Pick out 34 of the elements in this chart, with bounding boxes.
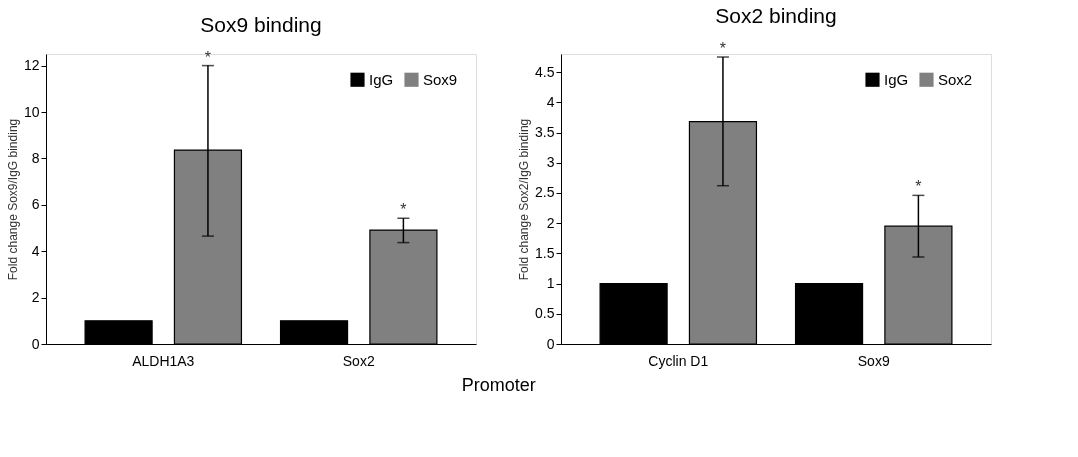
y-tick-label: 0 bbox=[546, 335, 555, 352]
legend-label: IgG bbox=[369, 70, 394, 88]
y-tick-label: 8 bbox=[31, 149, 40, 166]
y-tick-label: 3.5 bbox=[535, 124, 555, 141]
chart-title: Sox2 binding bbox=[715, 4, 837, 28]
legend-label: Sox9 bbox=[423, 70, 458, 88]
x-tick-label: Cyclin D1 bbox=[648, 352, 709, 369]
x-tick-label: ALDH1A3 bbox=[132, 352, 195, 369]
y-tick-label: 0.5 bbox=[535, 305, 555, 322]
annotation: * bbox=[915, 178, 922, 196]
x-tick-label: Sox2 bbox=[342, 352, 375, 369]
y-tick-label: 3 bbox=[546, 154, 555, 171]
y-tick-label: 2.5 bbox=[535, 184, 555, 201]
annotation: * bbox=[400, 201, 407, 219]
y-tick-label: 12 bbox=[23, 57, 40, 74]
x-axis-title: Promoter bbox=[461, 374, 536, 395]
y-tick-label: 4 bbox=[31, 242, 40, 259]
y-axis-title: Fold change Sox2/IgG binding bbox=[517, 118, 532, 281]
y-tick-label: 4 bbox=[546, 93, 555, 110]
y-tick-label: 1.5 bbox=[535, 244, 555, 261]
y-tick-label: 6 bbox=[31, 196, 40, 213]
legend-label: IgG bbox=[884, 70, 909, 88]
y-tick-label: 1 bbox=[546, 275, 555, 292]
y-tick-label: 2 bbox=[31, 289, 40, 306]
y-tick-label: 0 bbox=[31, 335, 40, 352]
x-tick-label: Sox9 bbox=[857, 352, 890, 369]
y-tick-label: 4.5 bbox=[535, 63, 555, 80]
y-tick-label: 10 bbox=[23, 103, 40, 120]
chart-title: Sox9 binding bbox=[200, 12, 322, 36]
y-axis-title: Fold change Sox9/IgG binding bbox=[5, 118, 20, 281]
y-tick-label: 2 bbox=[546, 214, 555, 231]
annotation: * bbox=[204, 48, 212, 66]
annotation: * bbox=[719, 40, 727, 58]
legend-label: Sox2 bbox=[938, 70, 973, 88]
